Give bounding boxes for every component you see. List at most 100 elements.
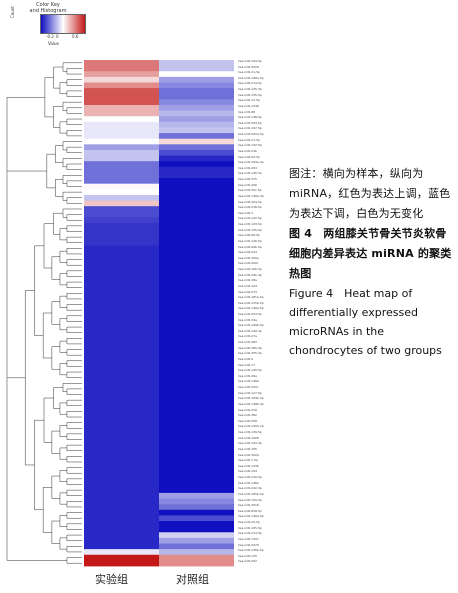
- heatmap-cell: [159, 296, 234, 303]
- heatmap-cell: [159, 492, 234, 499]
- heatmap-cell: [159, 442, 234, 449]
- heatmap-cell: [159, 301, 234, 308]
- heatmap-cell: [159, 335, 234, 342]
- heatmap-cell: [84, 127, 159, 134]
- heatmap-cell: [84, 296, 159, 303]
- heatmap-cell: [84, 133, 159, 140]
- heatmap-cell: [84, 301, 159, 308]
- row-label: hsa-miR-564-5p: [238, 120, 262, 125]
- heatmap-cell: [159, 470, 234, 477]
- heatmap-cell: [159, 419, 234, 426]
- row-label: hsa-miR-558: [238, 418, 257, 423]
- heatmap-cell: [159, 76, 234, 83]
- heatmap-cell: [159, 93, 234, 100]
- heatmap-cell: [84, 515, 159, 522]
- heatmap-cell: [84, 357, 159, 364]
- row-label: hsa-miR-125-5p: [238, 525, 262, 530]
- heatmap-cell: [159, 498, 234, 505]
- heatmap-cell: [159, 346, 234, 353]
- heatmap-cell: [84, 194, 159, 201]
- row-label: hsa-miR-206: [238, 182, 257, 187]
- heatmap-cell: [159, 357, 234, 364]
- heatmap-cell: [159, 436, 234, 443]
- heatmap-cell: [159, 554, 234, 561]
- heatmap-cell: [159, 273, 234, 280]
- heatmap-cell: [84, 397, 159, 404]
- row-label: hsa-miR-127-5p: [238, 390, 262, 395]
- heatmap-cell: [84, 245, 159, 252]
- heatmap-cell: [159, 223, 234, 230]
- row-dendrogram: [6, 62, 82, 564]
- row-label: hsa-miR-4516: [238, 503, 259, 508]
- heatmap-cell: [159, 526, 234, 533]
- heatmap-cell: [84, 363, 159, 370]
- heatmap-cell: [159, 161, 234, 168]
- row-label: hsa-miR-194: [238, 469, 257, 474]
- heatmap-cell: [159, 481, 234, 488]
- heatmap-cell: [159, 65, 234, 72]
- heatmap-cell: [159, 256, 234, 263]
- heatmap-cell: [159, 380, 234, 387]
- heatmap-cell: [159, 217, 234, 224]
- row-label: hsa-miR-150-5p: [238, 497, 262, 502]
- heatmap-cell: [84, 76, 159, 83]
- heatmap-cell: [159, 251, 234, 258]
- heatmap-cell: [159, 402, 234, 409]
- heatmap-cell: [159, 127, 234, 134]
- row-label: hsa-miR-148b-3p: [238, 401, 264, 406]
- row-label: hsa-miR-1: [238, 210, 254, 215]
- row-label: hsa-miR-197-5p: [238, 126, 262, 131]
- heatmap-cell: [84, 453, 159, 460]
- color-key-tick: 0.6: [72, 34, 79, 39]
- row-label: hsa-miR-133b: [238, 463, 259, 468]
- heatmap-cell: [84, 256, 159, 263]
- heatmap-cell: [84, 386, 159, 393]
- heatmap-cell: [84, 206, 159, 213]
- row-label: hsa-miR-143-3p: [238, 441, 262, 446]
- heatmap-cell: [84, 341, 159, 348]
- row-label: hsa-miR-382: [238, 413, 257, 418]
- heatmap-cell: [84, 290, 159, 297]
- row-label: hsa-miR-214-5p: [238, 531, 262, 536]
- heatmap-cell: [84, 543, 159, 550]
- row-label: hsa-miR-200c: [238, 261, 259, 266]
- row-label: hsa-miR-143-5p: [238, 222, 262, 227]
- heatmap-cell: [159, 521, 234, 528]
- heatmap-cell: [84, 71, 159, 78]
- heatmap-cell: [84, 60, 159, 67]
- row-label: hsa-miR-7-5p: [238, 458, 258, 463]
- heatmap-cell: [159, 414, 234, 421]
- row-label: hsa-miR-4516: [238, 64, 259, 69]
- row-label: hsa-miR-502a-5p: [238, 132, 264, 137]
- color-key-tick: -0.2: [46, 34, 54, 39]
- heatmap-cell: [84, 335, 159, 342]
- heatmap-cell: [159, 138, 234, 145]
- heatmap-cell: [159, 549, 234, 556]
- heatmap-cell: [159, 133, 234, 140]
- heatmap-cell: [159, 178, 234, 185]
- heatmap-cell: [159, 341, 234, 348]
- row-label: hsa-miR-125b-5p: [238, 300, 264, 305]
- row-label: hsa-miR-145-5p: [238, 171, 262, 176]
- heatmap-cell: [84, 239, 159, 246]
- row-label: hsa-miR-140-3p: [238, 328, 262, 333]
- row-label: hsa-miR-1246: [238, 103, 259, 108]
- heatmap-cell: [84, 99, 159, 106]
- heatmap-cell: [84, 476, 159, 483]
- heatmap-cell: [84, 369, 159, 376]
- heatmap-cell: [84, 442, 159, 449]
- heatmap-cell: [84, 172, 159, 179]
- heatmap-cell: [84, 228, 159, 235]
- heatmap-cell: [159, 194, 234, 201]
- row-label: hsa-miR-96-5p: [238, 233, 260, 238]
- row-label: hsa-miR-125-3p: [238, 87, 262, 92]
- row-label: hsa-miR-27a: [238, 334, 257, 339]
- heatmap-cell: [84, 166, 159, 173]
- row-label: hsa-miR-199a-5p: [238, 75, 264, 80]
- heatmap-cell: [84, 374, 159, 381]
- heatmap-cell: [159, 189, 234, 196]
- heatmap-cell: [84, 161, 159, 168]
- row-label: hsa-miR-373: [238, 289, 257, 294]
- row-label: hsa-miR-199b-5p: [238, 323, 264, 328]
- row-label: hsa-miR-98: [238, 109, 256, 114]
